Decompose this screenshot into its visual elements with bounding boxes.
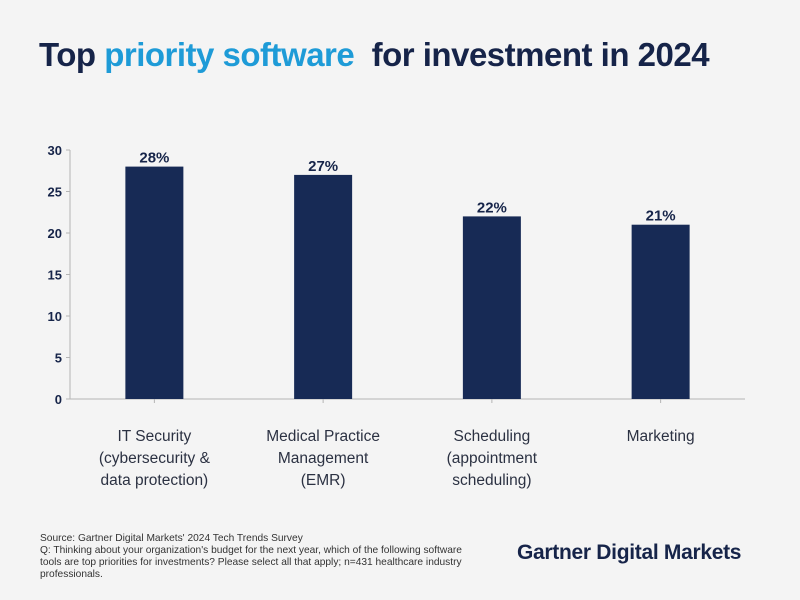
x-tick-label: data protection) (101, 472, 209, 489)
y-tick-label: 10 (48, 309, 62, 324)
x-tick-label: (cybersecurity & (99, 450, 211, 467)
title-accent: priority software (104, 36, 355, 73)
survey-question: Q: Thinking about your organization's bu… (40, 545, 462, 580)
data-label: 22% (477, 199, 507, 216)
y-tick-label: 25 (48, 185, 62, 200)
x-tick-label: IT Security (117, 428, 191, 445)
y-tick-label: 5 (55, 351, 62, 366)
x-tick-label: Management (278, 450, 369, 467)
footnote: Source: Gartner Digital Markets' 2024 Te… (40, 533, 480, 581)
source-note: Source: Gartner Digital Markets' 2024 Te… (40, 533, 303, 544)
y-tick-label: 15 (48, 268, 62, 283)
bar (462, 216, 521, 399)
y-tick-label: 20 (48, 226, 62, 241)
x-tick-label: scheduling) (452, 472, 531, 489)
x-tick-label: Marketing (627, 428, 695, 445)
bar (631, 224, 690, 399)
x-tick-label: Scheduling (454, 428, 531, 445)
brand-logo: Gartner Digital Markets (517, 541, 742, 564)
title-part1: Top (39, 36, 105, 73)
x-tick-label: (appointment (447, 450, 538, 467)
data-label: 28% (139, 150, 169, 167)
x-tick-label: Medical Practice (266, 428, 380, 445)
bar (125, 166, 184, 399)
title-part2: for investment in 2024 (354, 36, 710, 73)
chart-title: Top priority software for investment in … (39, 36, 710, 74)
y-tick-label: 0 (55, 392, 62, 407)
bar (294, 174, 353, 399)
y-tick-label: 30 (48, 143, 62, 158)
x-tick-label: (EMR) (301, 472, 346, 489)
data-label: 27% (308, 158, 338, 175)
data-label: 21% (646, 208, 676, 225)
